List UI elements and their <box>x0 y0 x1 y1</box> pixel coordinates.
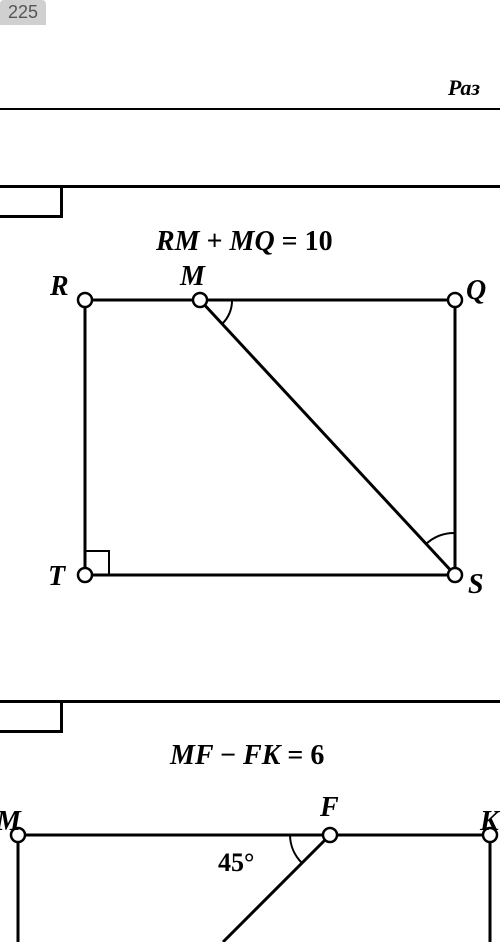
point-s <box>448 568 462 582</box>
label-r: R <box>50 271 69 303</box>
problem1-svg <box>30 265 470 685</box>
browser-tab-fragment: 225 <box>0 0 46 25</box>
label-t: T <box>48 561 65 593</box>
header-divider <box>0 108 500 110</box>
angle-arc-s <box>426 533 455 544</box>
angle-arc-m <box>222 300 232 324</box>
point-f <box>323 828 337 842</box>
eq1-term1: RM <box>156 226 200 257</box>
problem1-equation: RM + MQ = 10 <box>156 226 333 258</box>
point-t <box>78 568 92 582</box>
eq2-result: 6 <box>310 740 324 771</box>
point-r <box>78 293 92 307</box>
problem2-figure: M F K 45° <box>0 780 500 942</box>
segment-ms <box>200 300 455 575</box>
label-m: M <box>180 261 205 293</box>
problem2-top-border <box>0 700 500 703</box>
label-k: K <box>480 806 499 838</box>
label-m2: M <box>0 806 21 838</box>
page-section-header: Раз <box>448 75 480 101</box>
eq1-op: + <box>207 226 223 257</box>
problem2-notch-vertical <box>60 700 63 730</box>
eq2-term2: FK <box>243 740 280 771</box>
problem2-notch-horizontal <box>0 730 63 733</box>
label-angle-45: 45° <box>218 848 254 878</box>
angle-arc-f <box>290 835 302 863</box>
problem1-figure: R M Q T S <box>30 265 470 685</box>
point-m <box>193 293 207 307</box>
rectangle-rqst <box>85 300 455 575</box>
eq2-op: − <box>220 740 236 771</box>
point-q <box>448 293 462 307</box>
label-q: Q <box>466 275 486 307</box>
label-f: F <box>320 792 339 824</box>
eq1-term2: MQ <box>230 226 275 257</box>
problem1-notch-vertical <box>60 185 63 215</box>
eq2-term1: MF <box>170 740 213 771</box>
problem1-top-border <box>0 185 500 188</box>
eq2-eq: = <box>287 740 303 771</box>
eq1-result: 10 <box>305 226 333 257</box>
label-s: S <box>468 569 484 601</box>
problem2-equation: MF − FK = 6 <box>170 740 324 772</box>
eq1-eq: = <box>282 226 298 257</box>
problem1-notch-horizontal <box>0 215 63 218</box>
